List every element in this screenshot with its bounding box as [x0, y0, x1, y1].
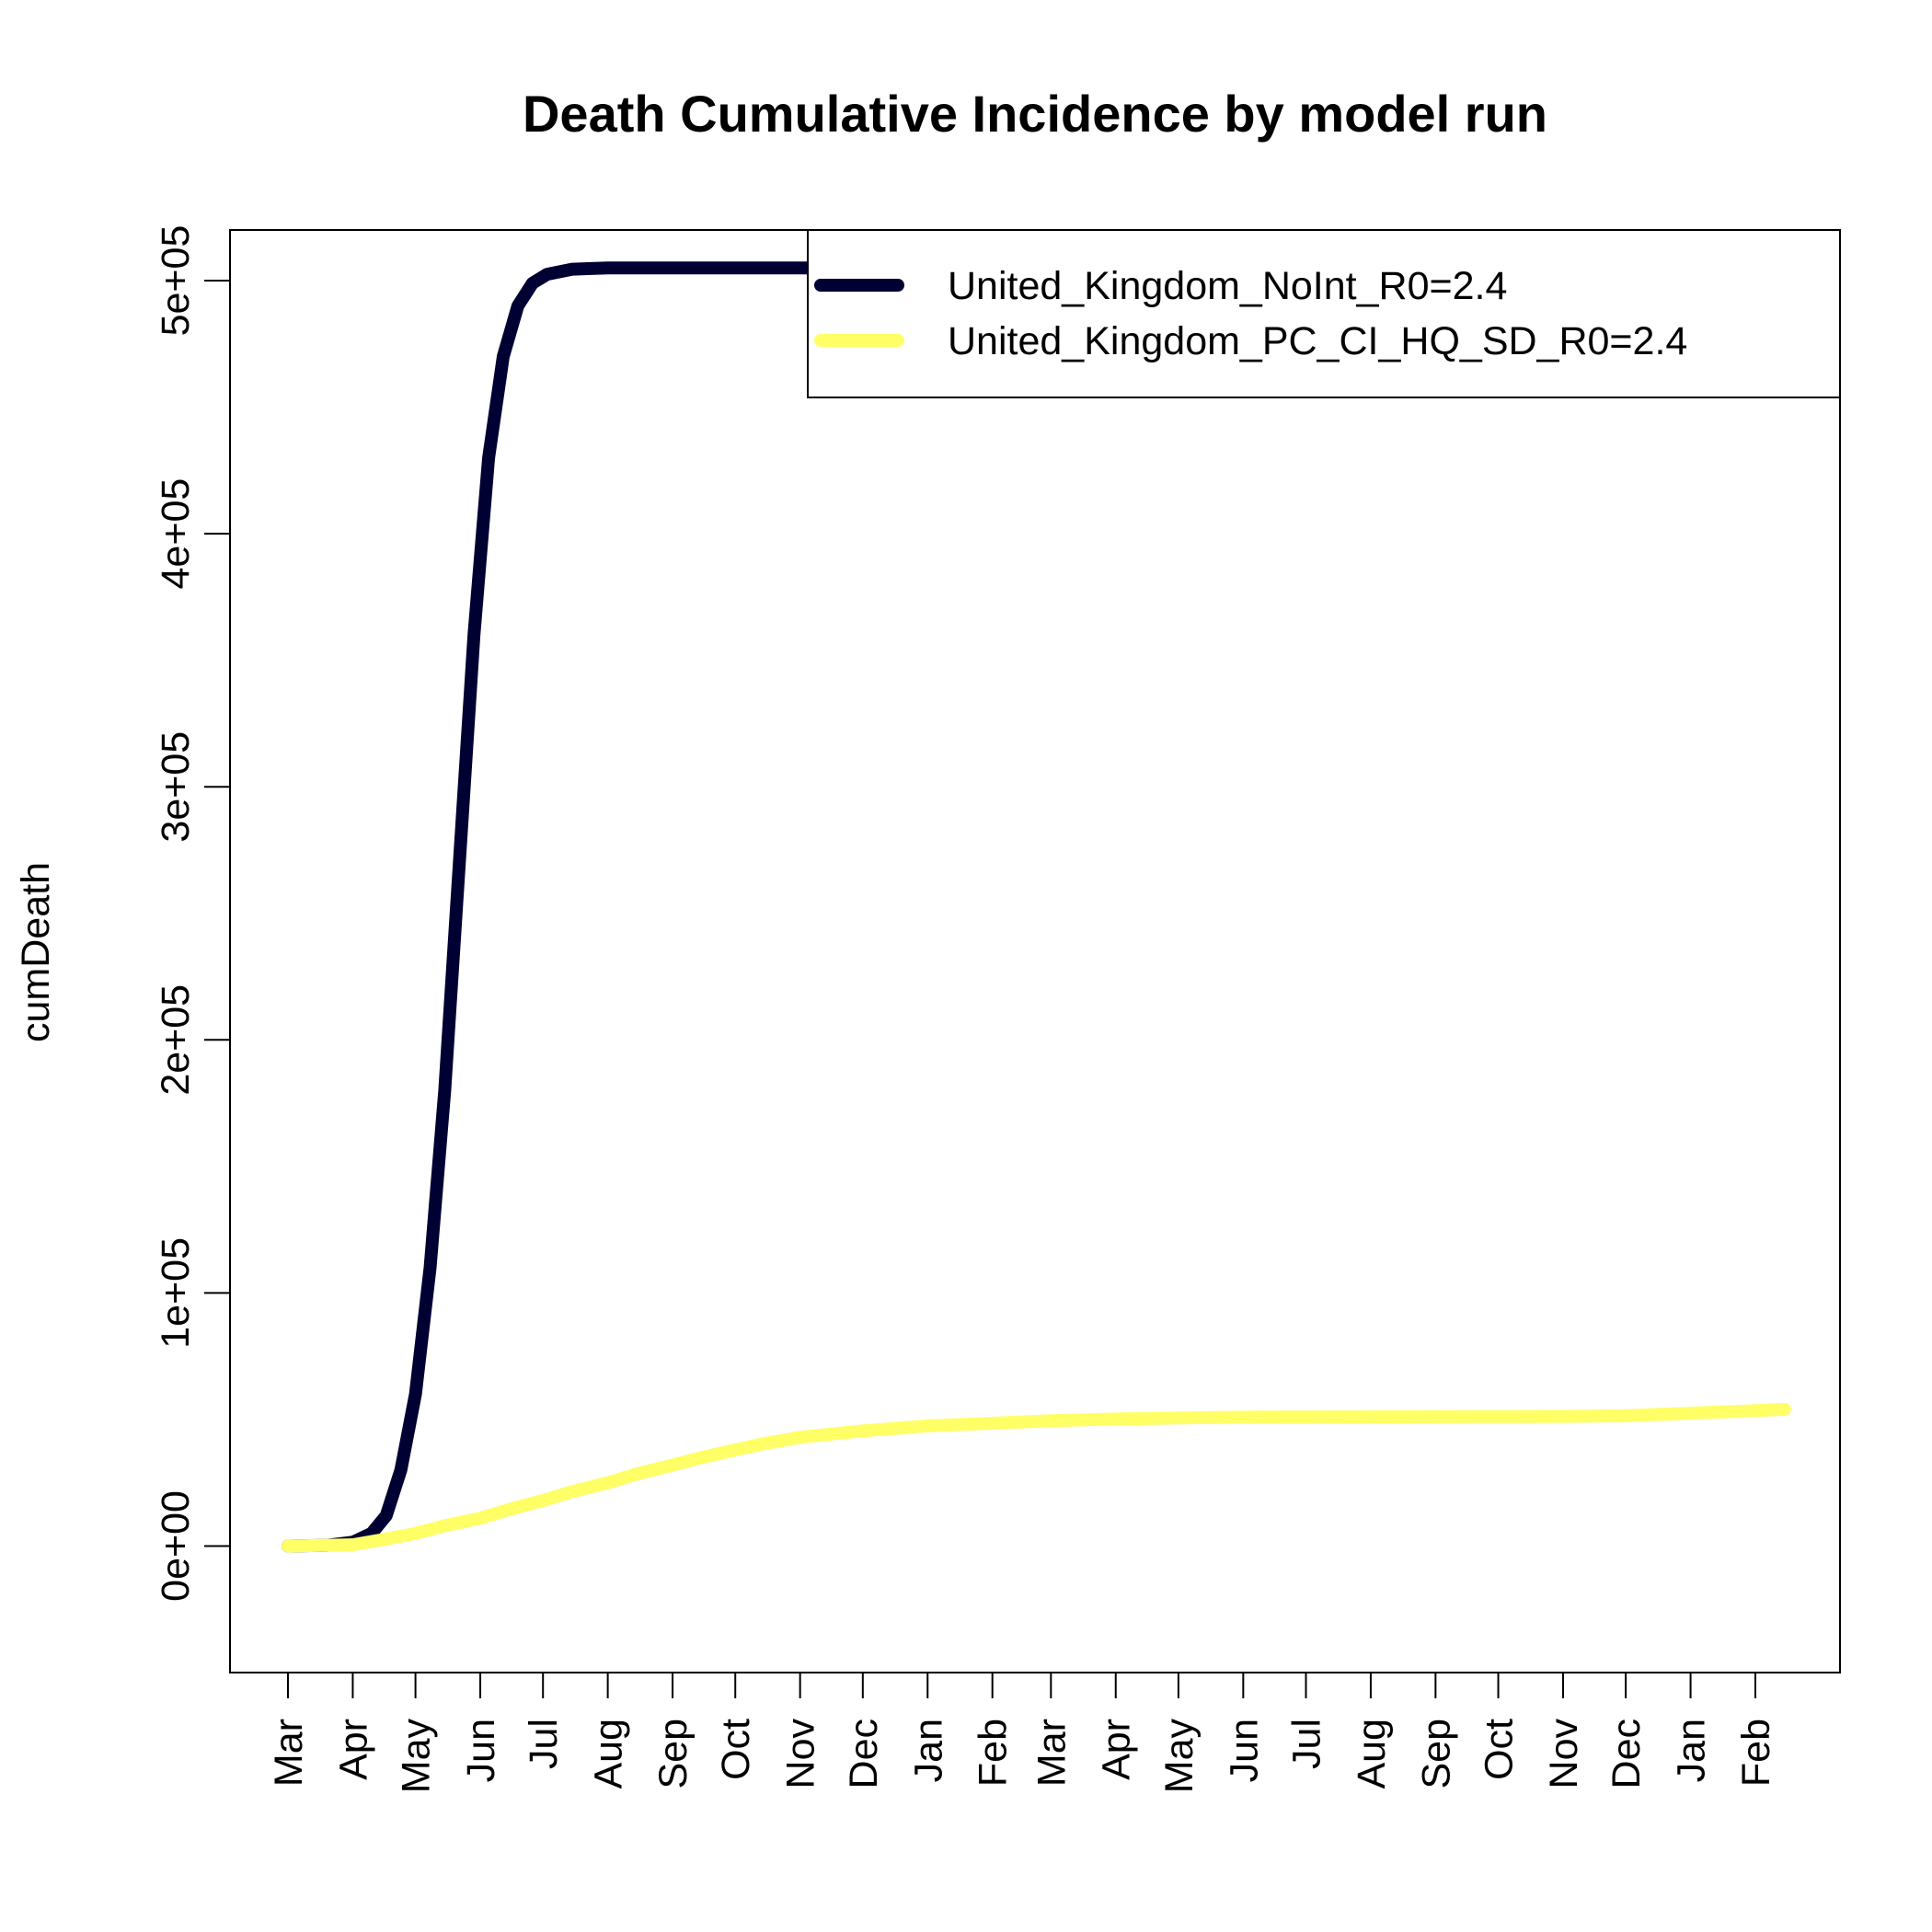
- chart-title: Death Cumulative Incidence by model run: [523, 85, 1547, 143]
- series-line-2: [282, 1402, 1791, 1553]
- y-axis-label: cumDeath: [14, 862, 58, 1042]
- x-tick-label: Jun: [459, 1719, 503, 1782]
- x-tick-label: Feb: [972, 1719, 1016, 1787]
- legend: United_Kingdom_NoInt_R0=2.4 United_Kingdo…: [807, 229, 1841, 398]
- x-tick-label: Jul: [522, 1719, 566, 1769]
- y-tick-label: 0e+00: [154, 1490, 198, 1602]
- x-tick-label: Mar: [1029, 1719, 1074, 1787]
- x-tick-label: Aug: [587, 1719, 631, 1789]
- legend-box: [807, 229, 1841, 398]
- y-tick-label: 4e+05: [154, 478, 198, 590]
- x-axis: Mar Apr May Jun Jul Aug Sep Oct Nov Dec Jan Feb Mar A…: [267, 1673, 1778, 1793]
- x-tick-label: Aug: [1350, 1719, 1394, 1789]
- x-tick-label: Feb: [1734, 1719, 1778, 1787]
- x-tick-label: Jan: [1670, 1719, 1714, 1782]
- series-line-1: [282, 261, 846, 1553]
- y-tick-label: 1e+05: [154, 1237, 198, 1349]
- x-tick-label: Apr: [1095, 1719, 1139, 1780]
- series-lines: [282, 261, 1791, 1553]
- x-tick-label: Dec: [1604, 1719, 1649, 1788]
- x-tick-label: Oct: [1478, 1719, 1522, 1780]
- x-tick-label: May: [395, 1719, 439, 1794]
- legend-label-1: United_Kingdom_NoInt_R0=2.4: [948, 264, 1507, 308]
- x-tick-label: Dec: [842, 1719, 886, 1788]
- x-tick-label: Nov: [779, 1719, 823, 1789]
- legend-label-2: United_Kingdom_PC_CI_HQ_SD_R0=2.4: [948, 319, 1687, 363]
- x-tick-label: Nov: [1542, 1719, 1586, 1789]
- x-tick-label: Sep: [1414, 1719, 1458, 1789]
- y-axis: 0e+00 1e+05 2e+05 3e+05 4e+05 5e+05: [154, 225, 230, 1602]
- x-tick-label: Jun: [1222, 1719, 1266, 1782]
- x-tick-label: Apr: [331, 1719, 375, 1780]
- x-tick-label: Jul: [1285, 1719, 1329, 1769]
- y-tick-label: 5e+05: [154, 225, 198, 337]
- x-tick-label: Sep: [651, 1719, 696, 1789]
- x-tick-label: Mar: [267, 1719, 311, 1787]
- y-tick-label: 2e+05: [154, 984, 198, 1096]
- x-tick-label: Jan: [906, 1719, 950, 1782]
- y-tick-label: 3e+05: [154, 731, 198, 843]
- x-tick-label: May: [1157, 1719, 1202, 1794]
- x-tick-label: Oct: [714, 1719, 758, 1780]
